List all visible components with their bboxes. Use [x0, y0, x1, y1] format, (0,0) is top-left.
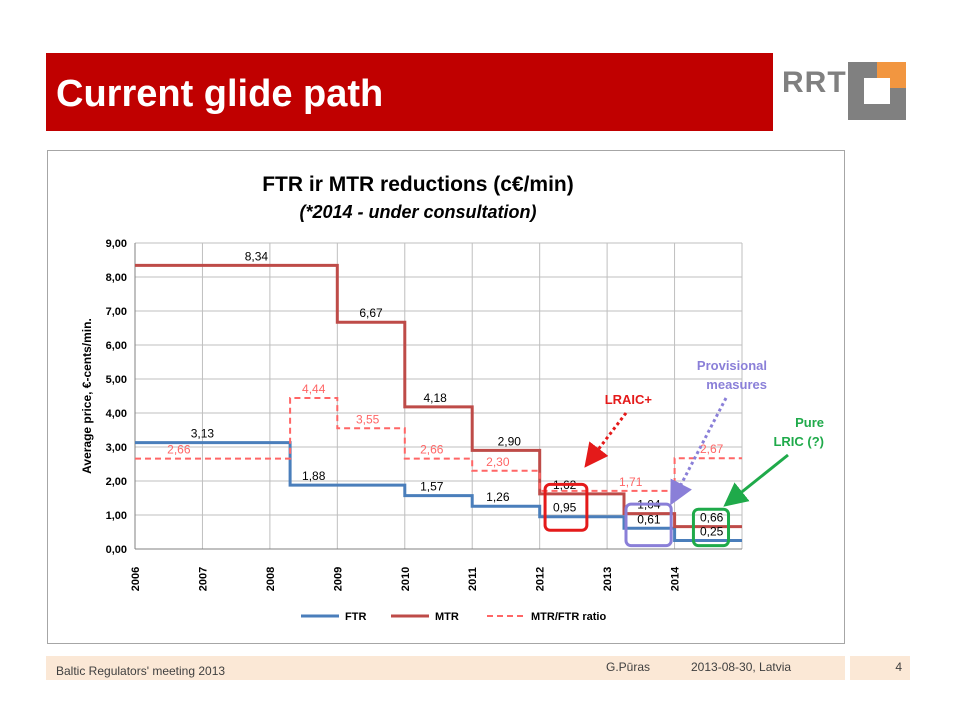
footer-meeting: Baltic Regulators' meeting 2013: [56, 664, 226, 678]
footer-bar: Baltic Regulators' meeting 2013 G.Pūras …: [46, 656, 845, 680]
data-label-ftr: 1,26: [486, 490, 510, 504]
data-label-ftr: 3,13: [191, 427, 215, 441]
footer-author: G.Pūras: [606, 660, 651, 674]
data-label-ftr: 0,95: [553, 501, 577, 515]
x-tick-label: 2007: [197, 567, 209, 591]
x-tick-label: 2013: [602, 567, 614, 591]
y-tick-label: 0,00: [106, 544, 127, 556]
data-label-mtr-ftr-ratio: 4,44: [302, 382, 326, 396]
rrt-logo: RRT: [780, 58, 910, 124]
y-axis-label: Average price, €-cents/min.: [80, 318, 94, 474]
chart-title: FTR ir MTR reductions (c€/min): [262, 173, 574, 196]
data-label-ftr: 1,88: [302, 469, 326, 483]
pure-lric-arrow: [723, 453, 789, 507]
x-tick-label: 2010: [400, 567, 412, 591]
pure-lric-label-line1: Pure: [795, 415, 824, 430]
data-label-mtr: 6,67: [359, 306, 383, 320]
title-banner: Current glide path: [46, 53, 773, 131]
series-line-mtr: [135, 263, 742, 529]
data-label-ftr: 0,61: [637, 512, 661, 526]
lraic-highlight-box: [543, 482, 589, 532]
footer-date: 2013-08-30, Latvia: [691, 660, 792, 674]
y-tick-label: 2,00: [106, 476, 127, 488]
data-label-ftr: 1,57: [420, 480, 444, 494]
lraic-arrow: [584, 412, 628, 468]
chart-frame: FTR ir MTR reductions (c€/min) (*2014 - u…: [47, 150, 845, 644]
page-number-box: 4: [850, 656, 910, 680]
y-tick-label: 6,00: [106, 340, 127, 352]
legend-label-ftr: FTR: [345, 611, 366, 623]
y-tick-label: 5,00: [106, 374, 127, 386]
rrt-logo-text: RRT: [782, 66, 847, 99]
data-label-mtr-ftr-ratio: 3,55: [356, 412, 380, 426]
provisional-highlight-box: [624, 502, 673, 548]
data-label-mtr: 4,18: [423, 391, 447, 405]
data-label-mtr: 0,66: [700, 511, 724, 525]
provisional-label-line1: Provisional: [697, 358, 767, 373]
x-tick-label: 2011: [467, 567, 479, 591]
y-tick-label: 7,00: [106, 306, 127, 318]
data-label-mtr-ftr-ratio: 2,30: [486, 455, 510, 469]
provisional-label-line2: measures: [706, 377, 767, 392]
series-line-ftr: [135, 441, 742, 542]
chart-subtitle: (*2014 - under consultation): [299, 202, 536, 222]
data-label-ftr: 0,25: [700, 525, 724, 539]
y-tick-label: 1,00: [106, 510, 127, 522]
pure-lric-label-line2: LRIC (?): [773, 434, 824, 449]
lraic-label: LRAIC+: [605, 392, 653, 407]
data-label-mtr: 2,90: [498, 434, 522, 448]
y-tick-label: 3,00: [106, 442, 127, 454]
glide-path-chart: FTR ir MTR reductions (c€/min) (*2014 - u…: [80, 173, 824, 623]
data-label-mtr: 8,34: [245, 249, 269, 263]
x-tick-label: 2008: [265, 567, 277, 591]
x-tick-label: 2012: [535, 567, 547, 591]
x-tick-label: 2009: [332, 567, 344, 591]
provisional-arrow: [670, 397, 728, 506]
data-label-mtr-ftr-ratio: 1,71: [619, 475, 643, 489]
data-label-mtr-ftr-ratio: 2,66: [420, 443, 444, 457]
pure-lric-highlight-box: [691, 507, 731, 548]
legend-label-mtr: MTR: [435, 611, 459, 623]
x-tick-label: 2006: [130, 567, 142, 591]
x-tick-label: 2014: [670, 566, 682, 591]
series-line-mtr-ftr-ratio: [135, 397, 742, 492]
legend-label-mtr-ftr-ratio: MTR/FTR ratio: [531, 611, 606, 623]
y-tick-label: 9,00: [106, 238, 127, 250]
slide-title: Current glide path: [56, 73, 384, 115]
y-tick-label: 4,00: [106, 408, 127, 420]
page-number: 4: [895, 660, 902, 674]
data-label-mtr-ftr-ratio: 2,67: [700, 442, 724, 456]
data-label-mtr-ftr-ratio: 2,66: [167, 443, 191, 457]
y-tick-label: 8,00: [106, 272, 127, 284]
